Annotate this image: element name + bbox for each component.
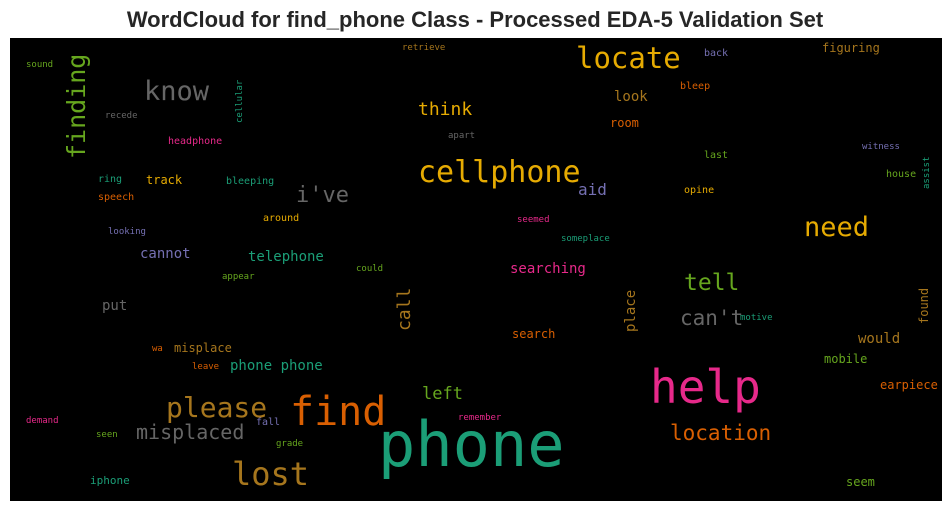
word-remember: remember [458, 413, 502, 423]
word-location: location [670, 421, 772, 445]
word-left: left [422, 384, 463, 404]
word-bleeping: bleeping [226, 176, 275, 187]
word-seemed: seemed [517, 215, 550, 225]
word-opine: opine [684, 185, 715, 196]
wordcloud-panel: phone help find cellphone locate lost please kn… [10, 38, 942, 501]
chart-title: WordCloud for find_phone Class - Process… [126, 7, 824, 32]
word-find: find [290, 389, 387, 435]
word-figuring: figuring [822, 41, 880, 55]
word-back: back [704, 48, 729, 59]
word-fall: fall [256, 417, 281, 428]
word-need: need [804, 212, 870, 243]
word-demand: demand [26, 416, 59, 426]
word-grade: grade [276, 439, 304, 449]
word-telephone: telephone [248, 249, 324, 265]
word-room: room [610, 116, 639, 130]
word-locate: locate [576, 41, 681, 75]
word-someplace: someplace [561, 234, 610, 244]
word-aid: aid [578, 180, 607, 199]
word-tell: tell [684, 270, 740, 296]
word-know: know [144, 76, 210, 107]
word-headphone: headphone [168, 136, 223, 147]
word-look: look [614, 89, 648, 105]
word-wa: wa [152, 344, 163, 354]
word-iphone: iphone [90, 474, 130, 487]
word-cannot: cannot [140, 246, 191, 262]
word-assist: assist [922, 156, 932, 189]
word-phone-phone: phone phone [230, 358, 323, 374]
word-misplaced: misplaced [136, 420, 245, 444]
word-lost: lost [232, 455, 310, 493]
word-mobile: mobile [824, 352, 868, 366]
word-track: track [146, 173, 183, 187]
word-cellular: cellular [235, 79, 245, 123]
word-appear: appear [222, 272, 255, 282]
word-can-t: can't [680, 306, 744, 330]
word-ring: ring [98, 174, 123, 185]
word-retrieve: retrieve [402, 43, 446, 53]
word-apart: apart [448, 131, 476, 141]
word-sound: sound [26, 60, 54, 70]
word-would: would [858, 331, 901, 347]
word-leave: leave [192, 362, 220, 372]
word-around: around [263, 213, 300, 224]
word-bleep: bleep [680, 81, 711, 92]
word-last: last [704, 150, 729, 161]
word-cellphone: cellphone [418, 155, 581, 190]
word-place: place [623, 289, 639, 332]
word-recede: recede [105, 111, 138, 121]
word-could: could [356, 264, 384, 274]
word-seen: seen [96, 430, 118, 440]
word-call: call [394, 287, 415, 331]
word-misplace: misplace [174, 341, 232, 355]
word-finding: finding [62, 53, 91, 159]
word-looking: looking [108, 227, 146, 237]
word-i-ve: i've [296, 183, 349, 208]
word-put: put [102, 298, 128, 314]
word-seem: seem [846, 475, 875, 489]
word-speech: speech [98, 192, 135, 203]
word-help: help [650, 360, 761, 414]
word-think: think [418, 99, 473, 120]
word-house: house [886, 169, 917, 180]
word-phone: phone [378, 408, 565, 481]
word-motive: motive [740, 313, 773, 323]
word-searching: searching [510, 261, 586, 277]
word-please: please [166, 391, 268, 424]
word-found: found [917, 287, 931, 324]
word-witness: witness [862, 142, 900, 152]
word-search: search [512, 327, 556, 341]
word-earpiece: earpiece [880, 378, 938, 392]
